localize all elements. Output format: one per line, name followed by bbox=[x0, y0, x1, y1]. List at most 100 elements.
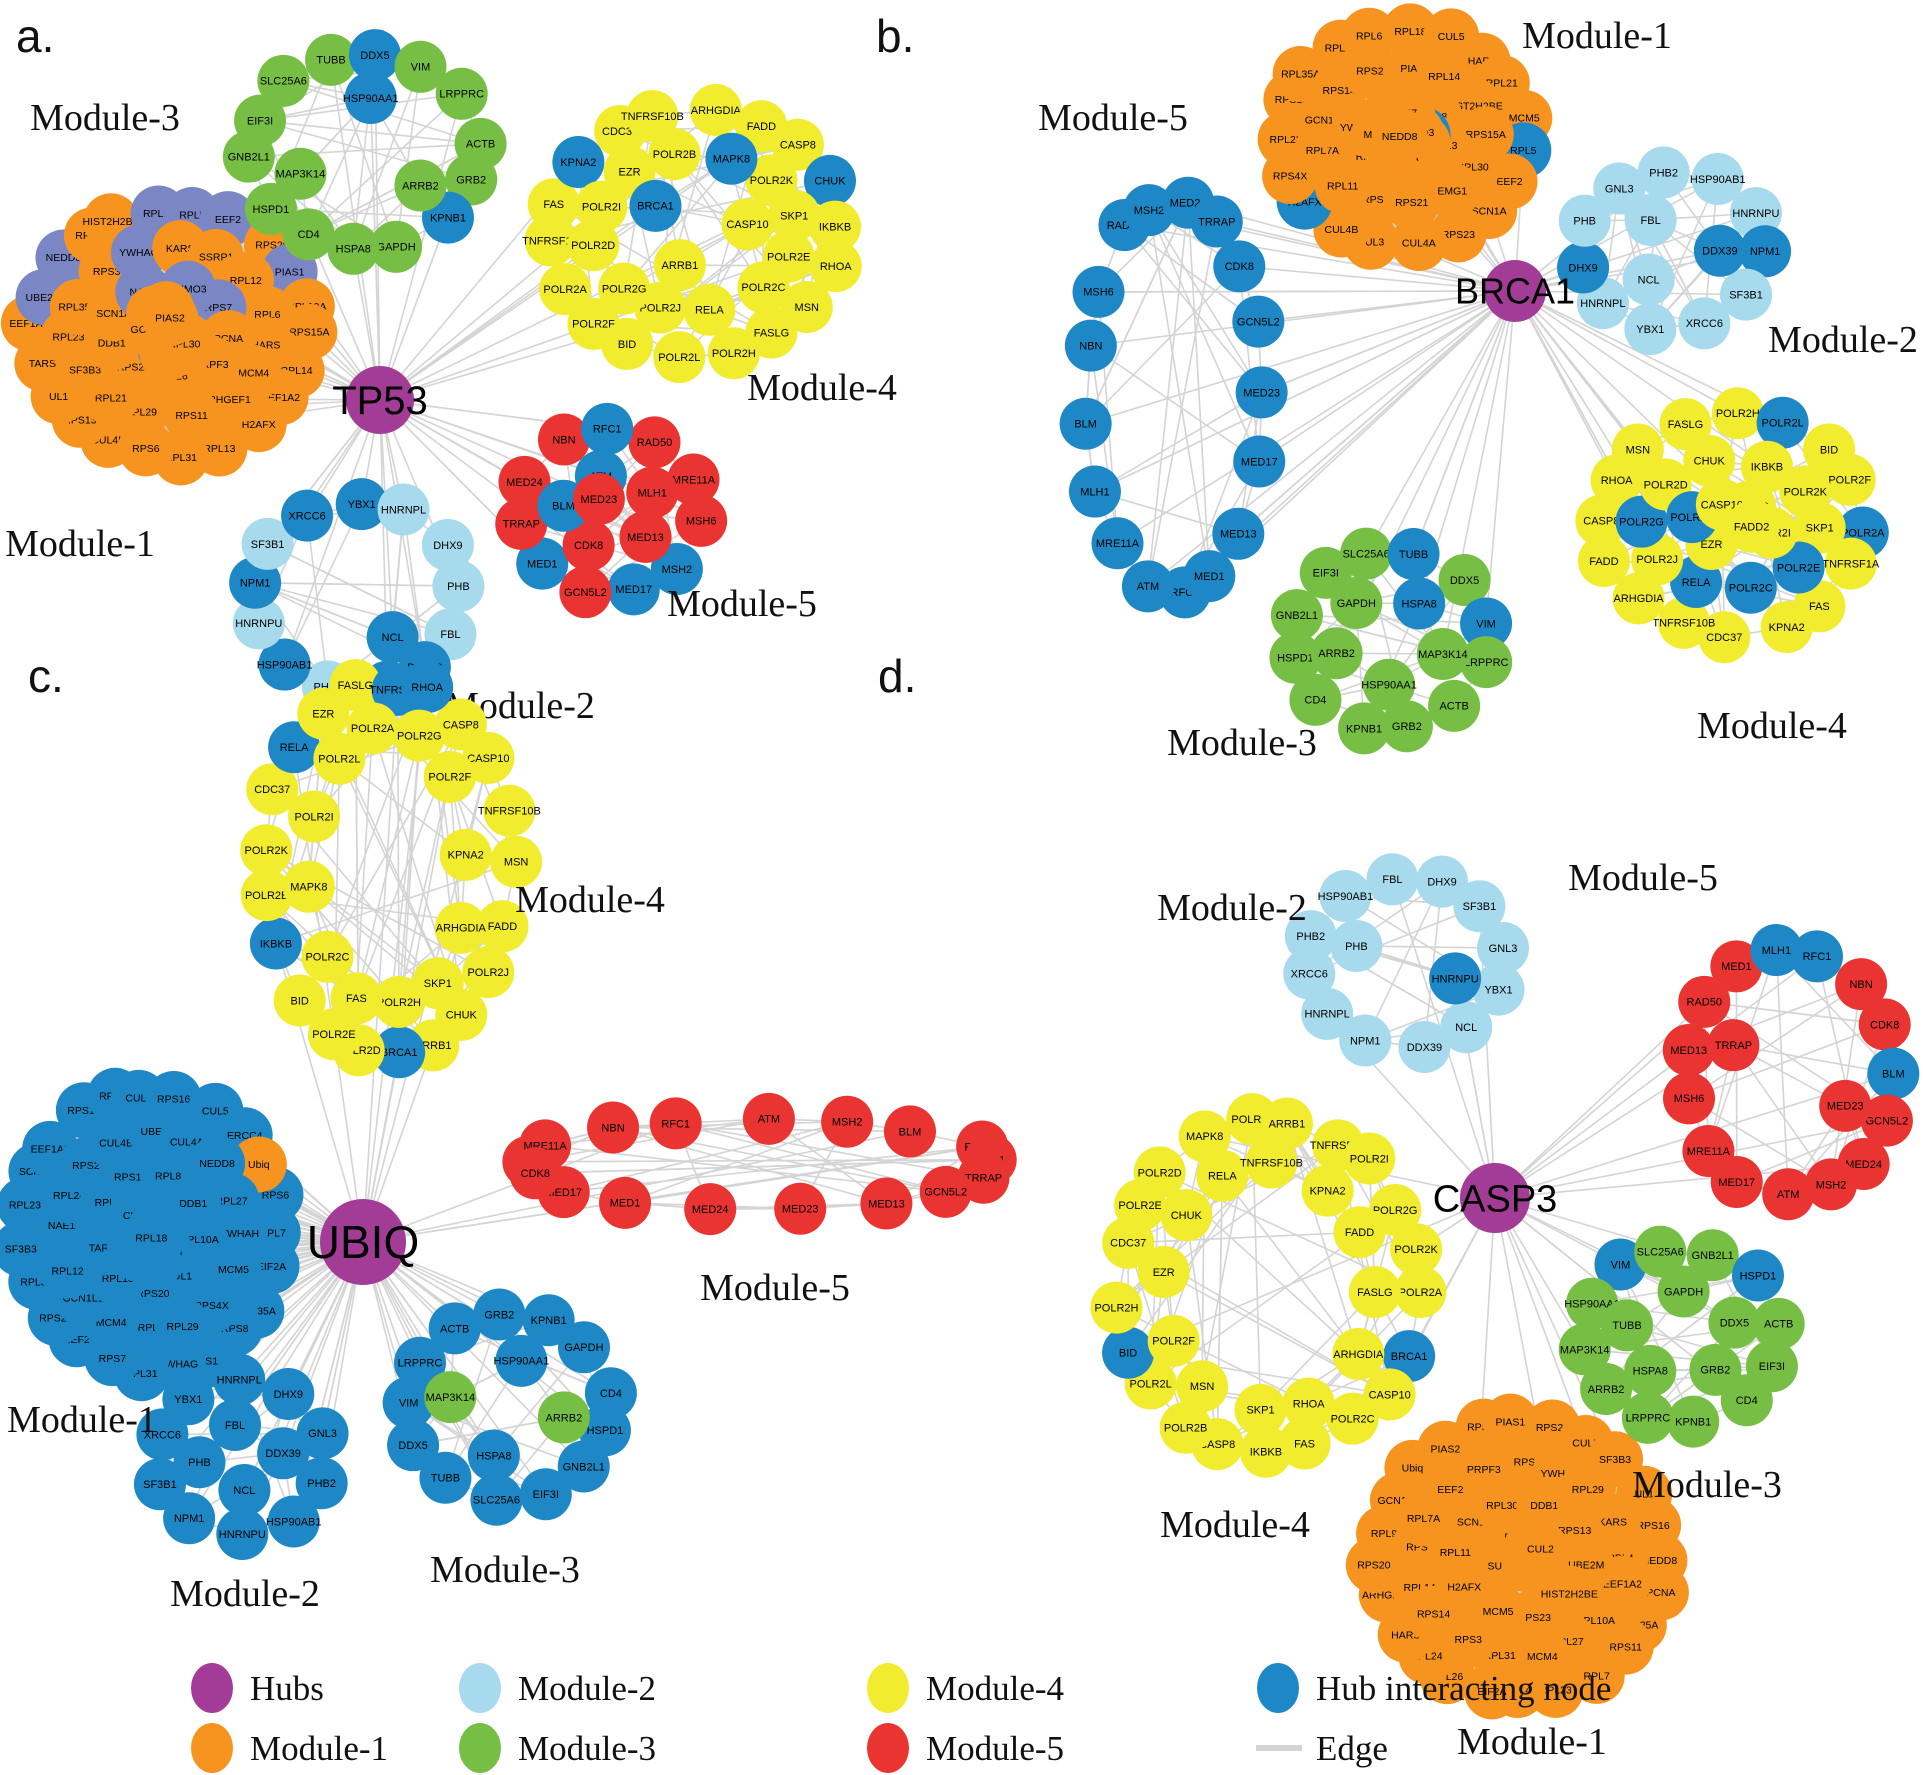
node-label: DHX9 bbox=[274, 1389, 303, 1401]
node-label: FADD bbox=[488, 921, 517, 933]
node-label: FASLG bbox=[1668, 419, 1703, 431]
node-MED24 bbox=[684, 1183, 737, 1236]
edge bbox=[1127, 1231, 1361, 1244]
node-GCN5L2 bbox=[919, 1165, 972, 1218]
node-label: EIF3I bbox=[247, 115, 273, 127]
node-label: FAS bbox=[1294, 1438, 1315, 1450]
node-EZR bbox=[1137, 1245, 1190, 1298]
node-label: ARHGDIA bbox=[436, 923, 487, 935]
node-NBN bbox=[537, 413, 590, 466]
node-POLR2G bbox=[598, 262, 651, 315]
node-label: HSP90AA1 bbox=[1361, 680, 1417, 692]
module-label: Module-2 bbox=[1768, 319, 1918, 361]
node-label: Ubiq bbox=[1402, 1463, 1424, 1475]
node-TRRAP bbox=[495, 497, 548, 550]
node-GRB2 bbox=[445, 153, 498, 206]
node-HSP90AA1 bbox=[1363, 658, 1416, 711]
node-POLR2I bbox=[575, 180, 628, 233]
node-label: VIM bbox=[1476, 618, 1496, 630]
legend-swatch-module2 bbox=[459, 1663, 501, 1713]
node-label: RPS14 bbox=[1417, 1608, 1450, 1620]
node-label: POLR2J bbox=[467, 967, 509, 979]
node-label: VIM bbox=[411, 62, 431, 74]
node-label: GRB2 bbox=[484, 1309, 514, 1321]
node-MAP3K14 bbox=[1416, 627, 1469, 680]
node-label: NPM1 bbox=[1750, 246, 1781, 258]
node-label: TNFRSF1A bbox=[522, 235, 580, 247]
edge bbox=[1308, 880, 1443, 975]
module-label: Module-1 bbox=[1522, 15, 1672, 57]
node-label: HSPD1 bbox=[253, 204, 290, 216]
node-label: KPNB1 bbox=[1346, 723, 1382, 735]
node-label: RPS14 bbox=[1323, 85, 1356, 97]
node-label: BLM bbox=[1882, 1068, 1905, 1080]
node-POLR2L bbox=[313, 732, 366, 785]
node-label: MED1 bbox=[1721, 961, 1752, 973]
node-MED1 bbox=[599, 1176, 652, 1229]
node-label: LRPPRC bbox=[398, 1358, 443, 1370]
node-CDK8 bbox=[509, 1147, 562, 1200]
module-label: Module-3 bbox=[1632, 1464, 1782, 1506]
node-MSH2 bbox=[1123, 184, 1176, 237]
node-label: GCN5L2 bbox=[924, 1187, 967, 1199]
node-label: CD4 bbox=[600, 1388, 622, 1400]
node-label: POLR2E bbox=[1118, 1200, 1161, 1212]
node-MAP3K14 bbox=[424, 1371, 477, 1424]
node-label: CASP10 bbox=[467, 753, 509, 765]
node-label: PHB bbox=[1573, 216, 1596, 228]
node-TUBB bbox=[1387, 527, 1440, 580]
node-label: CHUK bbox=[1171, 1210, 1203, 1222]
node-PHB bbox=[173, 1436, 226, 1489]
node-NPM1 bbox=[163, 1492, 216, 1545]
panel-c-nodes: RPS6RPL7EIF2ARPL35ARPS8PIAS1YWHAGRPL31RP… bbox=[0, 659, 1017, 1560]
node-HIST2H2BE bbox=[1541, 1565, 1598, 1622]
node-label: NEDD8 bbox=[1382, 131, 1418, 143]
node-ACTB bbox=[428, 1302, 481, 1355]
node-label: SF3B1 bbox=[143, 1479, 177, 1491]
node-RHOA bbox=[1282, 1377, 1335, 1430]
node-label: POLR2H bbox=[1716, 408, 1760, 420]
node-label: MED13 bbox=[627, 532, 664, 544]
node-label: DDX5 bbox=[398, 1440, 427, 1452]
node-NCL bbox=[218, 1463, 271, 1516]
node-GAPDH bbox=[1657, 1265, 1710, 1318]
node-MED17 bbox=[607, 563, 660, 616]
node-label: CUL2 bbox=[1527, 1544, 1554, 1556]
panel-b-module-2: GNL3 PHB2 HSP90AB1 HNRNPU NPM1 SF3B1 XRCC6 YBX1… bbox=[1557, 146, 1792, 355]
edge bbox=[259, 119, 482, 145]
hub-edge bbox=[1147, 290, 1516, 588]
node-RAD50 bbox=[628, 416, 681, 469]
node-label: RPL23 bbox=[9, 1200, 41, 1212]
node-label: MSH6 bbox=[1083, 287, 1114, 299]
edge bbox=[1090, 344, 1119, 545]
node-label: SKP1 bbox=[424, 978, 452, 990]
node-label: POLR2G bbox=[1373, 1205, 1418, 1217]
node-FASLG bbox=[1659, 398, 1712, 451]
node-label: HSPA8 bbox=[1402, 598, 1437, 610]
node-GNL3 bbox=[1593, 162, 1646, 215]
node-label: ARRB2 bbox=[402, 180, 439, 192]
node-label: NEDD8 bbox=[1642, 1555, 1678, 1567]
node-label: POLR2G bbox=[602, 283, 647, 295]
node-label: HNRNPL bbox=[1580, 298, 1625, 310]
node-label: RPL21 bbox=[95, 393, 127, 405]
panel-d-nodes: ARHGEF1RPS20RPL9GCN1L1UbiqPIAS2RPS18PIAS… bbox=[1090, 853, 1920, 1720]
node-label: DDX39 bbox=[1407, 1042, 1442, 1054]
node-ARRB2 bbox=[1580, 1363, 1633, 1416]
node-label: TNFRSF10B bbox=[1240, 1157, 1303, 1169]
node-label: HSPA8 bbox=[336, 244, 371, 256]
node-label: KPNB1 bbox=[1675, 1416, 1711, 1428]
node-POLR2C bbox=[1326, 1392, 1379, 1445]
node-HNRNPL bbox=[213, 1353, 266, 1406]
hub-edge bbox=[1514, 249, 1721, 292]
node-label: ARRB1 bbox=[662, 260, 699, 272]
node-label: MSN bbox=[1190, 1381, 1215, 1393]
node-label: MAP3K14 bbox=[1560, 1344, 1610, 1356]
node-label: RPL30 bbox=[1486, 1500, 1518, 1512]
node-label: EZR bbox=[312, 709, 334, 721]
hub-edge bbox=[362, 1145, 983, 1243]
node-label: MED23 bbox=[581, 494, 618, 506]
edge bbox=[355, 734, 421, 1000]
node-label: DDX5 bbox=[360, 50, 389, 62]
node-label: MAPK8 bbox=[290, 882, 327, 894]
